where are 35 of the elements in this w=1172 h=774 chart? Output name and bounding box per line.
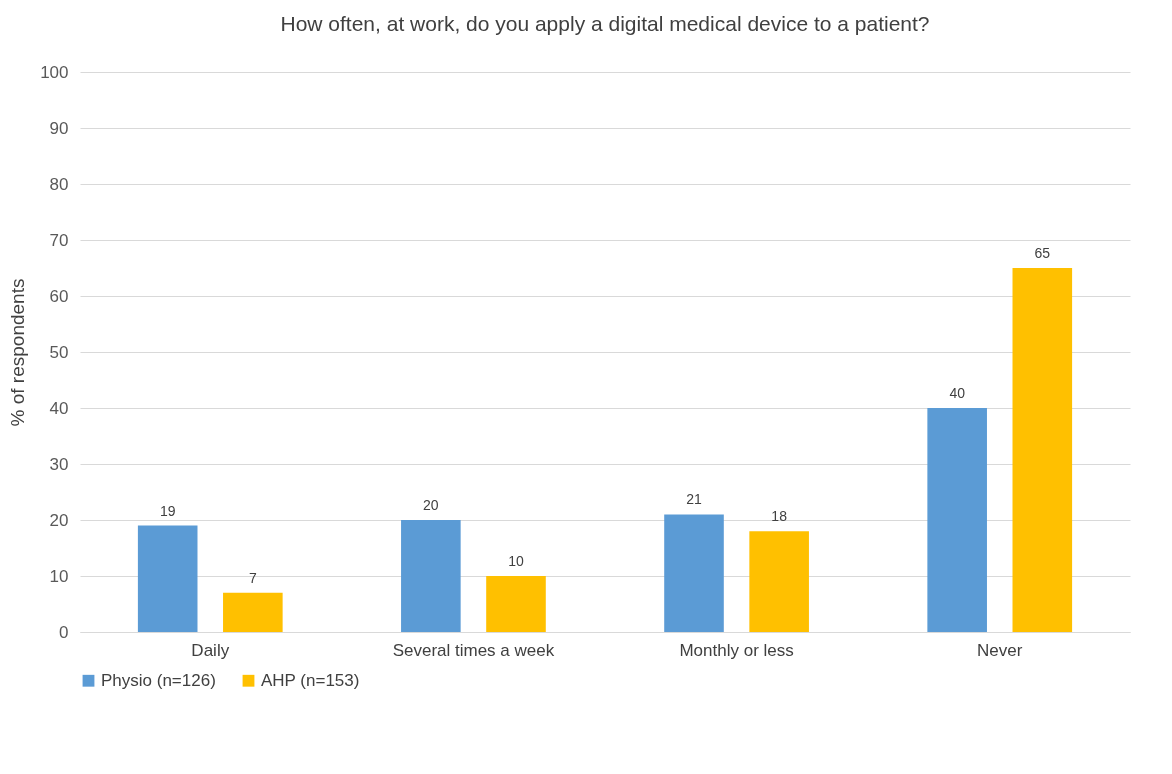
- y-tick-label: 70: [49, 230, 69, 250]
- y-tick-label: 90: [49, 118, 69, 138]
- bar: [749, 531, 809, 632]
- data-label: 65: [1034, 245, 1051, 261]
- y-tick-label: 20: [49, 510, 69, 530]
- x-tick-label: Monthly or less: [679, 640, 794, 660]
- y-tick-label: 30: [49, 454, 69, 474]
- data-label: 20: [423, 497, 439, 513]
- y-tick-label: 100: [40, 62, 69, 82]
- y-tick-label: 80: [49, 174, 69, 194]
- data-label: 19: [159, 502, 176, 519]
- data-label: 40: [949, 385, 966, 401]
- bar: [486, 576, 546, 632]
- y-tick-label: 10: [49, 566, 69, 586]
- legend-label: Physio (n=126): [101, 670, 216, 690]
- x-tick-label: Several times a week: [392, 640, 555, 660]
- x-tick-label: Never: [977, 640, 1023, 660]
- legend-label: AHP (n=153): [261, 670, 360, 690]
- bar: [1012, 268, 1073, 632]
- data-label: 18: [771, 508, 788, 525]
- bar: [223, 592, 283, 632]
- y-tick-label: 0: [59, 622, 69, 642]
- data-label: 21: [686, 491, 703, 508]
- data-label: 10: [508, 553, 524, 569]
- bar: [401, 520, 461, 632]
- bar: [137, 525, 198, 632]
- x-tick-label: Daily: [191, 640, 230, 660]
- bar: [664, 514, 724, 632]
- y-tick-label: 50: [49, 342, 69, 362]
- y-tick-label: 60: [49, 286, 69, 306]
- y-tick-label: 40: [49, 398, 69, 418]
- data-label: 7: [248, 569, 257, 586]
- y-axis-title: % of respondents: [7, 278, 29, 427]
- chart-title: How often, at work, do you apply a digital medical device to a patient?: [280, 12, 930, 35]
- bar: [927, 408, 987, 632]
